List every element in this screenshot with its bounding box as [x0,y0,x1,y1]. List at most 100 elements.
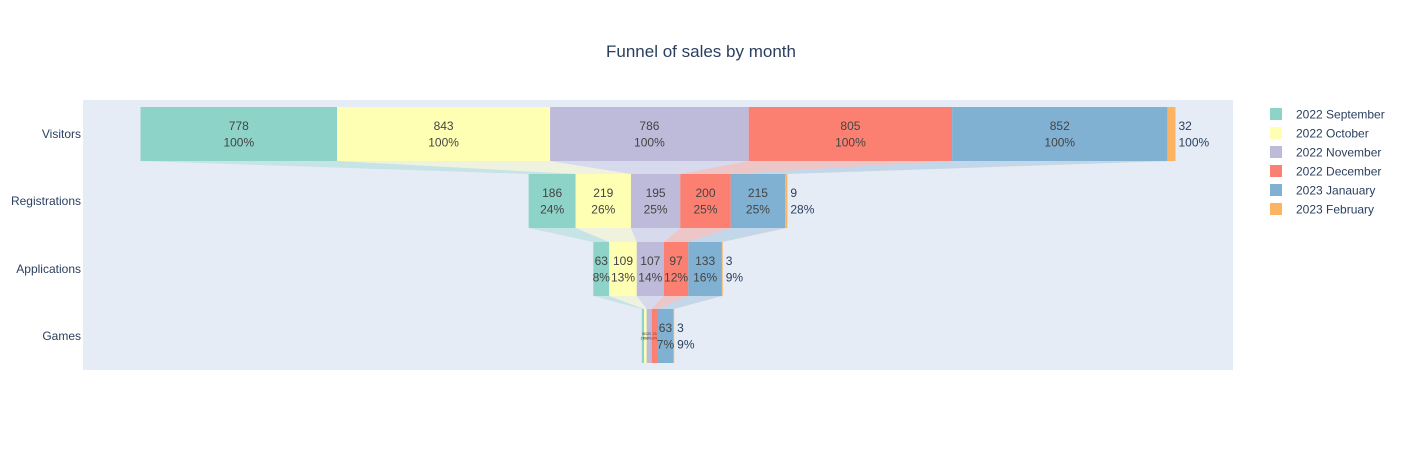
data-label-value: 23 [653,332,657,336]
data-label-percent: 100% [428,135,459,149]
funnel-data-labels: 778100%18624%638%91%843100%21926%10913%1… [223,119,1209,351]
funnel-connector [663,228,731,242]
funnel-bar[interactable] [644,309,647,363]
data-label-value: 9 [642,332,644,336]
funnel-bar[interactable] [721,242,723,296]
funnel-bar[interactable] [730,174,786,228]
data-label-value: 3 [677,321,684,335]
data-label-value: 63 [595,254,609,268]
funnel-bar[interactable] [646,309,652,363]
data-label-percent: 100% [634,135,665,149]
data-label-percent: 100% [1044,135,1075,149]
legend-item-label[interactable]: 2022 November [1296,146,1381,160]
chart-title: Funnel of sales by month [606,42,796,61]
data-label-value: 32 [1179,119,1193,133]
legend-swatch[interactable] [1270,146,1282,158]
legend-item-label[interactable]: 2022 December [1296,165,1381,179]
data-label-value: 133 [695,254,715,268]
funnel-bar[interactable] [673,309,675,363]
funnel-connector [636,296,664,309]
y-axis-tick-labels: Visitors Registrations Applications Games [11,127,81,343]
data-label-value: 219 [593,186,613,200]
funnel-bar[interactable] [140,107,338,161]
funnel-connectors [140,161,1176,309]
data-label-value: 3 [726,254,733,268]
funnel-bar[interactable] [593,242,610,296]
funnel-bar[interactable] [680,174,731,228]
data-label-value: 843 [434,119,454,133]
funnel-connector [657,296,722,309]
legend-swatch[interactable] [1270,203,1282,215]
data-label-value: 107 [640,254,660,268]
data-label-percent: 8% [593,270,611,284]
funnel-bar[interactable] [952,107,1168,161]
funnel-connector [609,296,647,309]
data-label-value: 195 [646,186,666,200]
funnel-bar[interactable] [337,107,551,161]
data-label-value: 786 [639,119,659,133]
funnel-bar[interactable] [528,174,576,228]
data-label-value: 186 [542,186,562,200]
legend: 2022 September 2022 October 2022 November 2… [1270,108,1385,217]
funnel-bar[interactable] [785,174,788,228]
data-label-value: 852 [1050,119,1070,133]
funnel-bar[interactable] [575,174,631,228]
legend-swatch[interactable] [1270,165,1282,177]
funnel-bar[interactable] [636,242,664,296]
funnel-connector [593,296,645,309]
data-label-percent: 28% [790,202,814,216]
funnel-connector [730,161,1168,174]
funnel-bar[interactable] [663,242,689,296]
data-label-percent: 25% [644,202,668,216]
funnel-bar[interactable] [550,107,749,161]
data-label-percent: 26% [591,202,615,216]
data-label-percent: 9% [726,270,744,284]
legend-item-label[interactable]: 2023 February [1296,203,1374,217]
funnel-connector [550,161,749,174]
data-label-percent: 3% [652,337,657,341]
data-label-percent: 9% [677,337,695,351]
legend-item-label[interactable]: 2022 September [1296,108,1385,122]
data-label-value: 63 [659,321,673,335]
funnel-bars [140,107,1176,363]
data-label-value: 20 [647,332,651,336]
legend-swatch[interactable] [1270,108,1282,120]
data-label-value: 109 [613,254,633,268]
funnel-connector [528,228,610,242]
data-label-percent: 3% [647,337,652,341]
funnel-bar[interactable] [657,309,674,363]
funnel-bar[interactable] [651,309,658,363]
data-label-percent: 24% [540,202,564,216]
data-label-percent: 100% [223,135,254,149]
funnel-connector [688,228,786,242]
funnel-connector [673,296,723,309]
data-label-percent: 12% [664,270,688,284]
funnel-connector [680,161,953,174]
data-label-value: 9 [790,186,797,200]
data-label-percent: 100% [835,135,866,149]
data-label-value: 215 [748,186,768,200]
data-label-percent: 13% [611,270,635,284]
funnel-connector [721,228,788,242]
funnel-bar[interactable] [1167,107,1176,161]
y-tick-label: Games [42,329,81,343]
funnel-bar[interactable] [630,174,681,228]
funnel-bar[interactable] [609,242,637,296]
data-label-value: 805 [840,119,860,133]
data-label-percent: 16% [693,270,717,284]
funnel-bar[interactable] [748,107,953,161]
data-label-percent: 100% [1179,135,1210,149]
funnel-bar[interactable] [641,309,645,363]
funnel-connector [575,228,637,242]
legend-item-label[interactable]: 2022 October [1296,127,1369,141]
legend-swatch[interactable] [1270,184,1282,196]
data-label-percent: 7% [657,337,675,351]
legend-item-label[interactable]: 2023 Janauary [1296,184,1375,198]
funnel-bar[interactable] [688,242,722,296]
legend-swatch[interactable] [1270,127,1282,139]
data-label-percent: 1% [643,337,648,341]
data-label-value: 778 [229,119,249,133]
y-tick-label: Applications [16,262,81,276]
data-label-value: 97 [669,254,683,268]
